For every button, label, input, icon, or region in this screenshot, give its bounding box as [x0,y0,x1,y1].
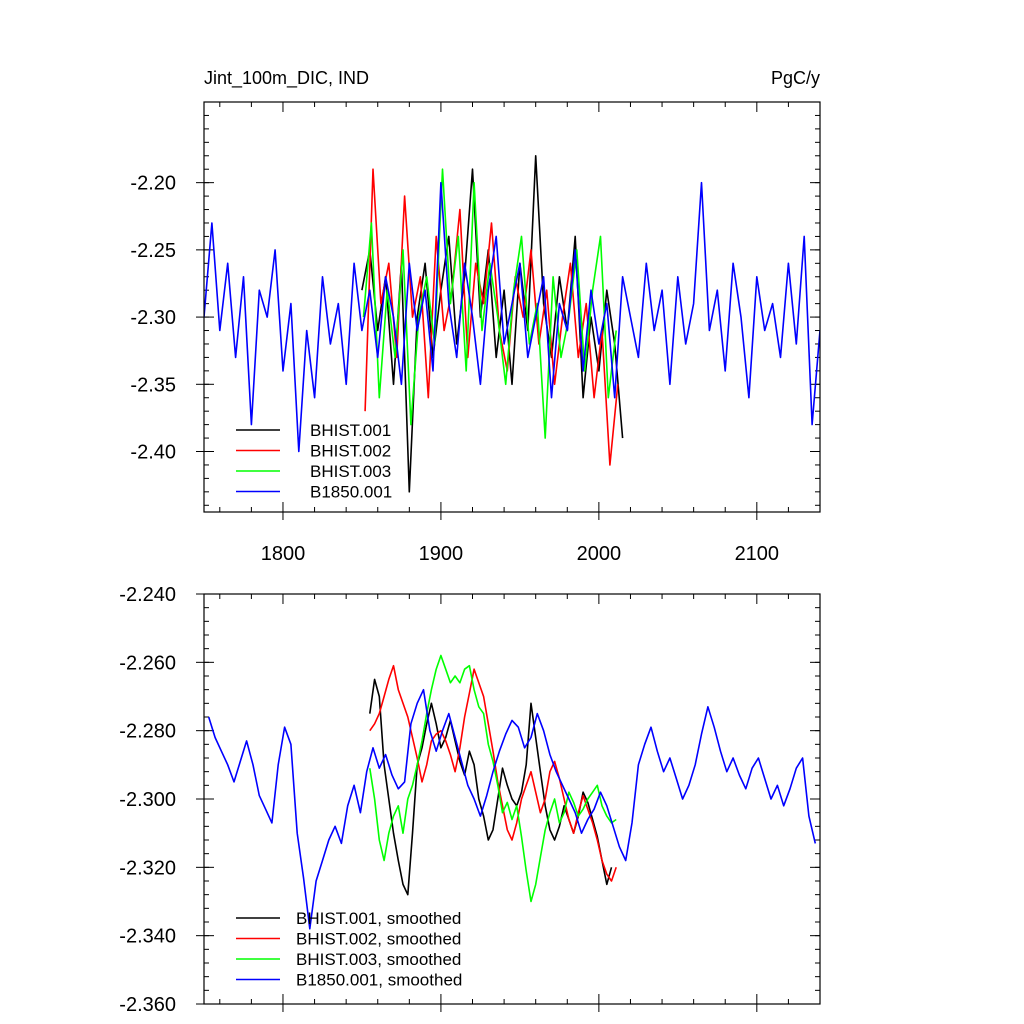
y-tick-label: -2.40 [130,442,176,464]
y-tick-label: -2.360 [119,994,176,1016]
top-panel: 1800 1900 2000 2100 -2.20 -2.25 -2.30 -2.35 -2.4… [130,101,821,565]
y-tick-label: -2.280 [119,721,176,743]
legend-label: B1850.001 [310,483,392,502]
x-tick-label: 2000 [577,543,622,565]
legend-label: BHIST.001 [310,421,391,440]
legend-label: B1850.001, smoothed [296,971,462,990]
y-tick-label: -2.260 [119,652,176,674]
series-line [364,168,619,466]
units-label: PgC/y [771,68,820,88]
series-line [204,181,820,453]
legend-label: BHIST.003 [310,462,391,481]
y-tick-label: -2.30 [130,307,176,329]
y-tick-label: -2.300 [119,789,176,811]
x-tick-label: 1800 [261,543,306,565]
series-line [207,688,817,930]
y-tick-label: -2.240 [119,584,176,606]
y-tick-label: -2.340 [119,926,176,948]
x-tick-label: 2100 [735,543,780,565]
x-tick-label: 1900 [419,543,464,565]
plot-frame [203,593,821,1005]
series-line [369,654,617,903]
y-tick-label: -2.20 [130,173,176,195]
plot-title: Jint_100m_DIC, IND [204,68,369,89]
legend-label: BHIST.001, smoothed [296,909,461,928]
legend-label: BHIST.003, smoothed [296,950,461,969]
bottom-panel: -2.240 -2.260 -2.280 -2.300 -2.320 -2.340 -2.3… [119,584,821,1016]
legend-label: BHIST.002, smoothed [296,930,461,949]
y-tick-label: -2.320 [119,857,176,879]
y-tick-label: -2.25 [130,240,176,262]
plot-frame [203,101,821,513]
y-tick-label: -2.35 [130,374,176,396]
legend-label: BHIST.002 [310,442,391,461]
